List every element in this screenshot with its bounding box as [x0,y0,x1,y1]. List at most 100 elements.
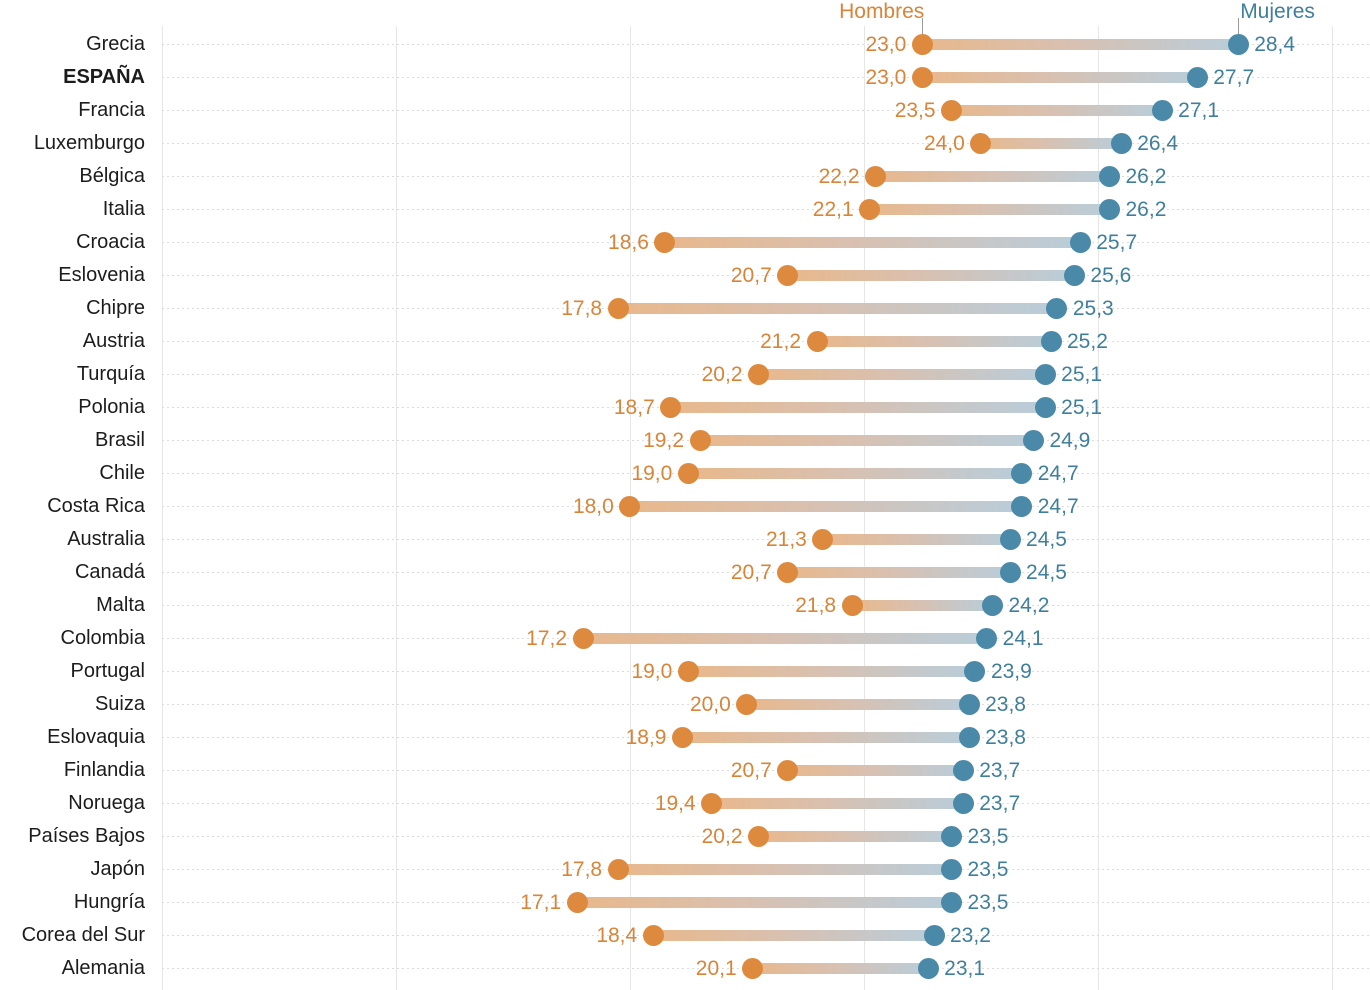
chart-row: Noruega 19,4 23,7 [0,787,1370,820]
male-dot[interactable] [941,100,963,121]
male-value-label: 17,8 [561,297,603,320]
female-dot[interactable] [1099,166,1120,187]
male-dot[interactable] [642,925,664,946]
female-value-label: 24,7 [1037,495,1079,518]
female-dot[interactable] [976,628,998,649]
female-value-label: 23,7 [979,792,1021,815]
male-dot[interactable] [841,595,863,616]
chart-row: Francia 23,5 27,1 [0,94,1370,127]
male-dot[interactable] [701,793,723,814]
connector-bar [688,666,975,677]
female-dot[interactable] [923,925,945,946]
horizontal-gridline [162,341,1370,342]
female-dot[interactable] [1063,265,1085,286]
female-dot[interactable] [1046,298,1068,319]
female-value-label: 23,5 [967,891,1009,914]
male-dot[interactable] [736,694,758,715]
female-dot[interactable] [941,826,963,847]
female-value-label: 23,5 [967,858,1009,881]
male-dot[interactable] [911,34,933,55]
connector-bar [922,39,1239,50]
female-dot[interactable] [941,859,963,880]
female-dot[interactable] [1034,364,1056,385]
male-dot[interactable] [812,529,834,550]
category-label: Eslovenia [58,264,145,286]
female-dot[interactable] [958,694,980,715]
female-value-label: 24,7 [1037,462,1079,485]
female-dot[interactable] [1022,430,1044,451]
chart-row: Hungría 17,1 23,5 [0,886,1370,919]
male-dot[interactable] [660,397,682,418]
female-dot[interactable] [982,595,1003,616]
male-dot[interactable] [777,562,799,583]
female-dot[interactable] [1099,199,1120,220]
female-dot[interactable] [964,661,986,682]
chart-row: Croacia 18,6 25,7 [0,226,1370,259]
male-dot[interactable] [607,859,629,880]
male-dot[interactable] [742,958,764,979]
connector-bar [711,798,964,809]
chart-row: Eslovenia 20,7 25,6 [0,259,1370,292]
connector-bar [746,699,970,710]
female-value-label: 25,1 [1061,396,1103,419]
category-label: Eslovaquia [47,726,145,748]
female-dot[interactable] [999,562,1021,583]
female-dot[interactable] [1011,496,1033,517]
male-dot[interactable] [607,298,629,319]
connector-bar [629,501,1022,512]
male-value-label: 20,1 [695,957,737,980]
male-dot[interactable] [677,661,699,682]
male-dot[interactable] [806,331,828,352]
male-value-label: 22,2 [818,165,860,188]
male-value-label: 19,4 [654,792,696,815]
male-value-label: 23,0 [865,66,907,89]
chart-row: Chipre 17,8 25,3 [0,292,1370,325]
male-dot[interactable] [689,430,711,451]
chart-row: ESPAÑA 23,0 27,7 [0,61,1370,94]
chart-row: Austria 21,2 25,2 [0,325,1370,358]
female-dot[interactable] [941,892,963,913]
male-value-label: 21,3 [765,528,807,551]
male-dot[interactable] [677,463,699,484]
connector-bar [869,204,1110,215]
male-dot[interactable] [748,826,769,847]
connector-bar [583,633,987,644]
female-dot[interactable] [952,760,974,781]
female-dot[interactable] [1110,133,1132,154]
female-dot[interactable] [1011,463,1033,484]
male-dot[interactable] [654,232,676,253]
female-dot[interactable] [917,958,939,979]
male-dot[interactable] [572,628,594,649]
female-dot[interactable] [1069,232,1091,253]
male-dot[interactable] [619,496,641,517]
female-dot[interactable] [1186,67,1208,88]
connector-bar [682,732,970,743]
male-dot[interactable] [865,166,886,187]
horizontal-gridline [162,539,1370,540]
female-dot[interactable] [999,529,1021,550]
male-dot[interactable] [777,760,799,781]
male-dot[interactable] [970,133,992,154]
category-label: ESPAÑA [63,66,145,88]
connector-bar [758,369,1046,380]
female-dot[interactable] [958,727,980,748]
female-dot[interactable] [1151,100,1173,121]
chart-row: Polonia 18,7 25,1 [0,391,1370,424]
male-value-label: 19,2 [643,429,684,452]
female-dot[interactable] [1227,34,1249,55]
male-dot[interactable] [748,364,769,385]
male-dot[interactable] [777,265,799,286]
male-dot[interactable] [859,199,881,220]
male-value-label: 20,2 [701,363,743,386]
male-dot[interactable] [671,727,693,748]
male-dot[interactable] [566,892,588,913]
female-dot[interactable] [1034,397,1056,418]
category-label: Austria [82,330,145,352]
male-value-label: 18,6 [608,231,649,254]
chart-row: Italia 22,1 26,2 [0,193,1370,226]
female-dot[interactable] [1040,331,1062,352]
male-dot[interactable] [911,67,933,88]
category-label: Países Bajos [28,825,145,847]
female-dot[interactable] [952,793,974,814]
male-value-label: 18,0 [572,495,614,518]
